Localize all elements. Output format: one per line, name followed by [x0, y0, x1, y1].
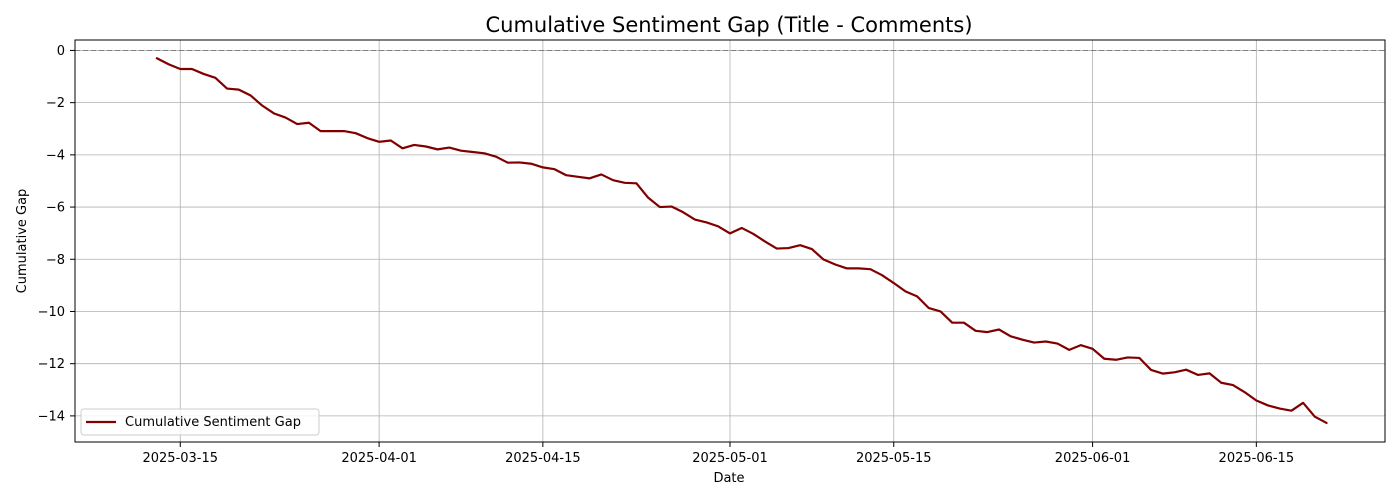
series-line: [155, 57, 1328, 425]
x-tick-label: 2025-06-01: [1055, 451, 1131, 466]
y-tick-label: 0: [57, 44, 65, 59]
legend: Cumulative Sentiment Gap: [80, 408, 320, 436]
x-tick-label: 2025-04-15: [505, 451, 581, 466]
legend-label: Cumulative Sentiment Gap: [125, 415, 301, 430]
y-tick-label: −8: [46, 253, 65, 268]
chart-title: Cumulative Sentiment Gap (Title - Commen…: [485, 13, 972, 37]
x-tick-label: 2025-05-15: [856, 451, 932, 466]
y-tick-label: −14: [38, 409, 65, 424]
y-tick-label: −6: [46, 201, 65, 216]
x-tick-label: 2025-06-15: [1219, 451, 1295, 466]
y-tick-label: −4: [46, 148, 65, 163]
y-tick-label: −12: [38, 357, 65, 372]
x-tick-label: 2025-03-15: [142, 451, 218, 466]
x-tick-label: 2025-04-01: [341, 451, 417, 466]
x-tick-label: 2025-05-01: [692, 451, 768, 466]
y-axis-label: Cumulative Gap: [15, 189, 30, 294]
axis-ticks: 2025-03-15 2025-04-01 2025-04-15 2025-05-01…: [38, 44, 1295, 466]
x-axis-label: Date: [713, 471, 744, 486]
legend-box: [80, 408, 320, 436]
series-layer: [155, 57, 1328, 425]
y-tick-label: −10: [38, 305, 65, 320]
y-tick-label: −2: [46, 96, 65, 111]
